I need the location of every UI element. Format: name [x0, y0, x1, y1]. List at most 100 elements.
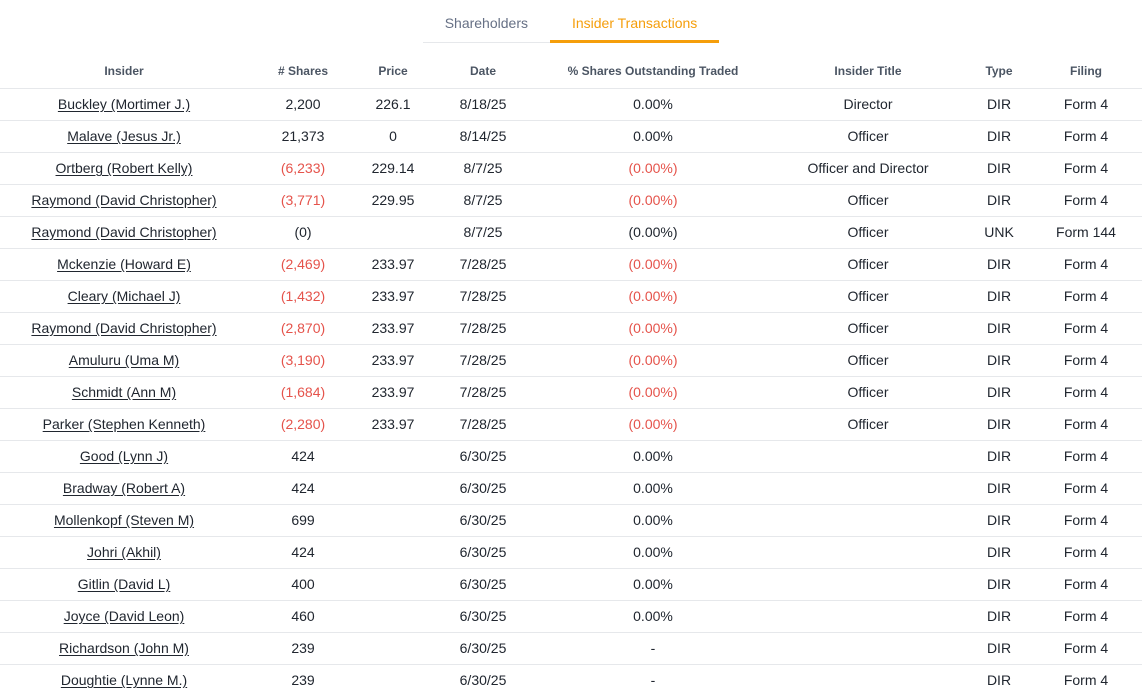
- cell-pct-outstanding: (0.00%): [538, 248, 768, 281]
- cell-shares: 21,373: [248, 120, 358, 153]
- table-row: Buckley (Mortimer J.) 2,200 226.1 8/18/2…: [0, 88, 1142, 121]
- cell-shares: 2,200: [248, 88, 358, 121]
- insider-link[interactable]: Raymond (David Christopher): [31, 192, 217, 208]
- insider-link[interactable]: Joyce (David Leon): [63, 608, 185, 624]
- column-header-filing: Filing: [1030, 43, 1142, 89]
- insider-link[interactable]: Ortberg (Robert Kelly): [55, 160, 193, 176]
- cell-pct-outstanding: (0.00%): [538, 216, 768, 249]
- insider-link[interactable]: Johri (Akhil): [87, 544, 161, 560]
- cell-filing: Form 4: [1030, 408, 1142, 441]
- cell-price: [358, 568, 428, 601]
- cell-insider-title: [768, 664, 968, 696]
- cell-shares: (2,280): [248, 408, 358, 441]
- cell-insider-title: Officer: [768, 184, 968, 217]
- insider-link[interactable]: Doughtie (Lynne M.): [60, 672, 188, 688]
- tab-bar: Shareholders Insider Transactions: [0, 0, 1142, 43]
- column-header-type: Type: [968, 43, 1030, 89]
- cell-insider: Raymond (David Christopher): [0, 312, 248, 345]
- insider-link[interactable]: Amuluru (Uma M): [68, 352, 180, 368]
- tab-shareholders[interactable]: Shareholders: [422, 0, 550, 43]
- table-row: Mollenkopf (Steven M) 699 6/30/25 0.00% …: [0, 504, 1142, 537]
- cell-type: DIR: [968, 472, 1030, 505]
- cell-shares: 424: [248, 472, 358, 505]
- insider-link[interactable]: Bradway (Robert A): [62, 480, 186, 496]
- table-row: Raymond (David Christopher) (2,870) 233.…: [0, 312, 1142, 345]
- cell-pct-outstanding: (0.00%): [538, 152, 768, 185]
- cell-pct-outstanding: (0.00%): [538, 280, 768, 313]
- cell-insider-title: Officer: [768, 280, 968, 313]
- cell-date: 8/18/25: [428, 88, 538, 121]
- cell-insider: Raymond (David Christopher): [0, 184, 248, 217]
- cell-pct-outstanding: 0.00%: [538, 472, 768, 505]
- cell-date: 6/30/25: [428, 440, 538, 473]
- cell-insider-title: [768, 600, 968, 633]
- cell-type: DIR: [968, 664, 1030, 696]
- insider-link[interactable]: Cleary (Michael J): [67, 288, 181, 304]
- insider-link[interactable]: Parker (Stephen Kenneth): [42, 416, 206, 432]
- cell-pct-outstanding: (0.00%): [538, 184, 768, 217]
- cell-insider: Buckley (Mortimer J.): [0, 88, 248, 121]
- insider-link[interactable]: Malave (Jesus Jr.): [67, 128, 181, 144]
- column-header-pct-outstanding: % Shares Outstanding Traded: [538, 43, 768, 89]
- cell-type: DIR: [968, 568, 1030, 601]
- cell-filing: Form 4: [1030, 504, 1142, 537]
- insider-link[interactable]: Buckley (Mortimer J.): [57, 96, 191, 112]
- cell-price: 233.97: [358, 312, 428, 345]
- insider-link[interactable]: Raymond (David Christopher): [31, 320, 217, 336]
- cell-shares: 400: [248, 568, 358, 601]
- cell-filing: Form 4: [1030, 152, 1142, 185]
- cell-shares: (1,432): [248, 280, 358, 313]
- cell-insider-title: [768, 472, 968, 505]
- cell-type: DIR: [968, 184, 1030, 217]
- cell-price: [358, 600, 428, 633]
- cell-insider-title: Officer: [768, 216, 968, 249]
- cell-insider-title: [768, 632, 968, 665]
- cell-filing: Form 4: [1030, 376, 1142, 409]
- cell-pct-outstanding: -: [538, 664, 768, 696]
- cell-filing: Form 4: [1030, 344, 1142, 377]
- cell-pct-outstanding: 0.00%: [538, 88, 768, 121]
- insider-link[interactable]: Schmidt (Ann M): [71, 384, 177, 400]
- cell-filing: Form 4: [1030, 312, 1142, 345]
- cell-price: 233.97: [358, 280, 428, 313]
- table-row: Johri (Akhil) 424 6/30/25 0.00% DIR Form…: [0, 536, 1142, 569]
- cell-insider: Amuluru (Uma M): [0, 344, 248, 377]
- table-row: Amuluru (Uma M) (3,190) 233.97 7/28/25 (…: [0, 344, 1142, 377]
- cell-filing: Form 4: [1030, 440, 1142, 473]
- cell-pct-outstanding: 0.00%: [538, 504, 768, 537]
- table-row: Doughtie (Lynne M.) 239 6/30/25 - DIR Fo…: [0, 664, 1142, 696]
- table-body: Buckley (Mortimer J.) 2,200 226.1 8/18/2…: [0, 88, 1142, 696]
- cell-filing: Form 4: [1030, 568, 1142, 601]
- cell-shares: 424: [248, 536, 358, 569]
- cell-type: DIR: [968, 312, 1030, 345]
- cell-pct-outstanding: 0.00%: [538, 536, 768, 569]
- cell-type: DIR: [968, 280, 1030, 313]
- insider-link[interactable]: Raymond (David Christopher): [31, 224, 217, 240]
- table-row: Raymond (David Christopher) (3,771) 229.…: [0, 184, 1142, 217]
- insider-link[interactable]: Mckenzie (Howard E): [57, 256, 191, 272]
- cell-filing: Form 4: [1030, 664, 1142, 696]
- cell-date: 6/30/25: [428, 600, 538, 633]
- insider-transactions-table: Insider # Shares Price Date % Shares Out…: [0, 43, 1142, 696]
- insider-link[interactable]: Mollenkopf (Steven M): [53, 512, 195, 528]
- table-row: Richardson (John M) 239 6/30/25 - DIR Fo…: [0, 632, 1142, 665]
- insider-link[interactable]: Richardson (John M): [59, 640, 189, 656]
- cell-type: UNK: [968, 216, 1030, 249]
- cell-insider-title: [768, 504, 968, 537]
- cell-insider: Richardson (John M): [0, 632, 248, 665]
- insider-link[interactable]: Good (Lynn J): [79, 448, 169, 464]
- cell-shares: (6,233): [248, 152, 358, 185]
- tab-insider-transactions[interactable]: Insider Transactions: [549, 0, 720, 43]
- cell-date: 7/28/25: [428, 312, 538, 345]
- cell-type: DIR: [968, 632, 1030, 665]
- table-row: Mckenzie (Howard E) (2,469) 233.97 7/28/…: [0, 248, 1142, 281]
- cell-insider-title: Officer: [768, 120, 968, 153]
- cell-insider: Gitlin (David L): [0, 568, 248, 601]
- cell-shares: (3,190): [248, 344, 358, 377]
- cell-shares: (2,870): [248, 312, 358, 345]
- cell-pct-outstanding: (0.00%): [538, 408, 768, 441]
- table-row: Gitlin (David L) 400 6/30/25 0.00% DIR F…: [0, 568, 1142, 601]
- cell-date: 7/28/25: [428, 408, 538, 441]
- insider-link[interactable]: Gitlin (David L): [77, 576, 171, 592]
- table-row: Ortberg (Robert Kelly) (6,233) 229.14 8/…: [0, 152, 1142, 185]
